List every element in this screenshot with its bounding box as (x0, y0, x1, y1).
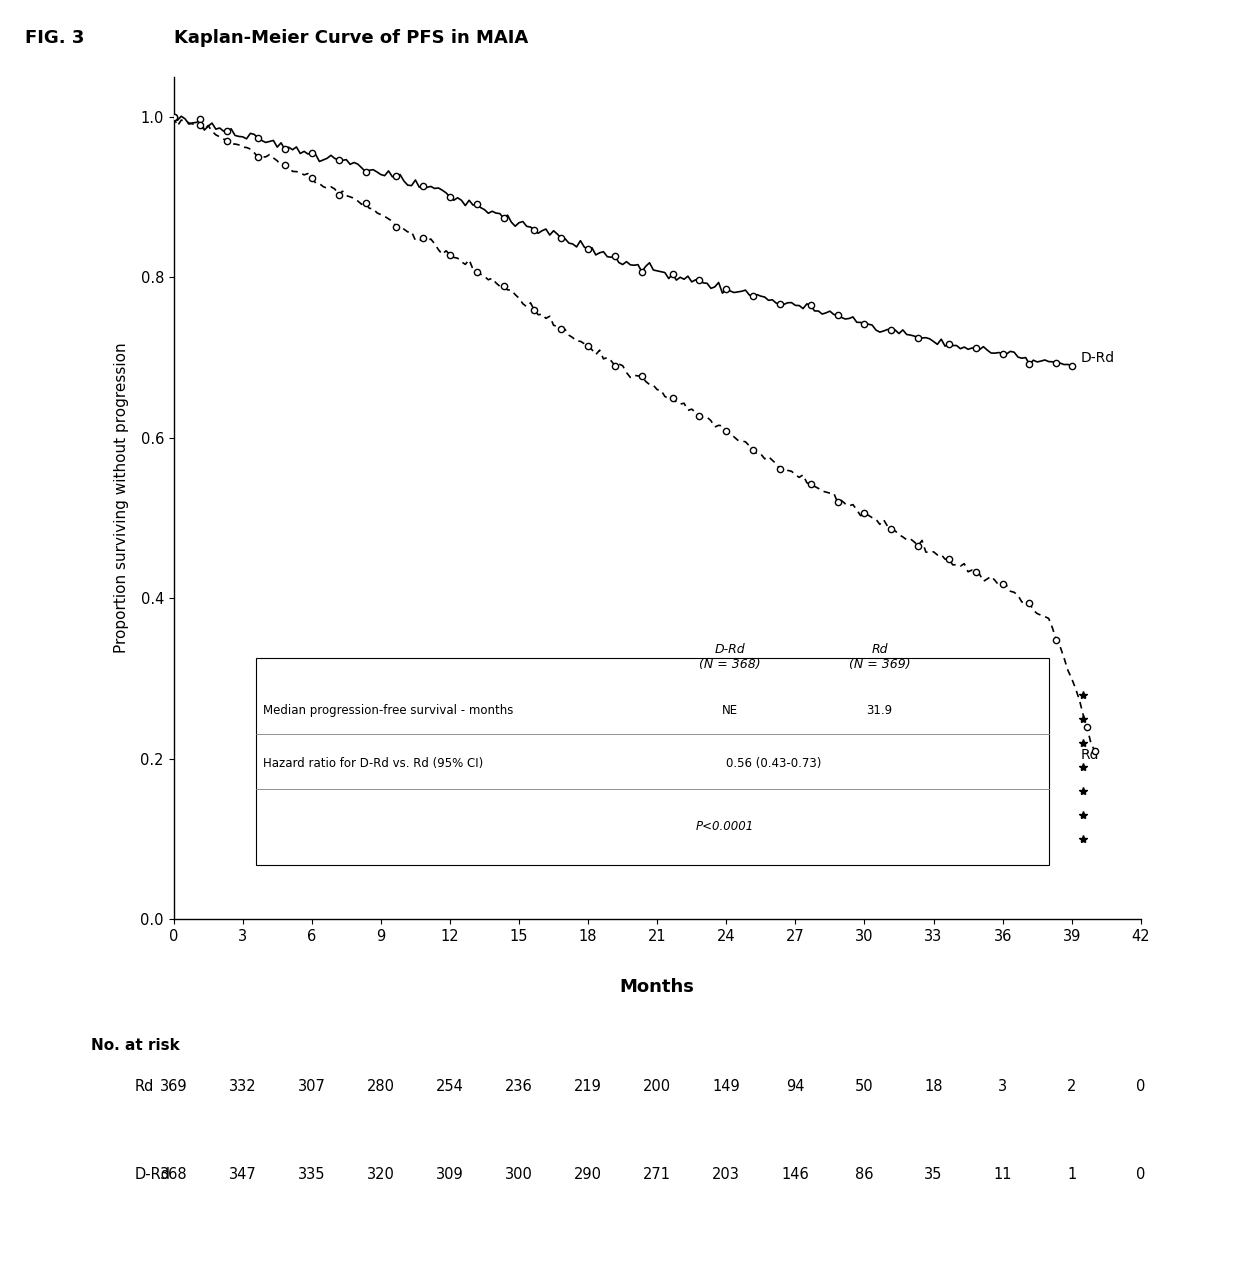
Text: 0.56 (0.43-0.73): 0.56 (0.43-0.73) (725, 757, 821, 770)
Text: Rd: Rd (1081, 748, 1100, 762)
Text: 347: 347 (229, 1167, 257, 1183)
Text: 300: 300 (505, 1167, 533, 1183)
Text: 368: 368 (160, 1167, 187, 1183)
Text: 1: 1 (1068, 1167, 1076, 1183)
Text: P<0.0001: P<0.0001 (696, 820, 754, 833)
Text: 290: 290 (574, 1167, 603, 1183)
Text: 219: 219 (574, 1079, 603, 1094)
Bar (255, 658, 1049, 865)
Text: 146: 146 (781, 1167, 810, 1183)
Text: 309: 309 (436, 1167, 464, 1183)
Y-axis label: Proportion surviving without progression: Proportion surviving without progression (114, 342, 129, 654)
Text: 35: 35 (924, 1167, 942, 1183)
Text: Rd: Rd (135, 1079, 154, 1094)
Text: 11: 11 (993, 1167, 1012, 1183)
Text: D-Rd: D-Rd (135, 1167, 171, 1183)
Text: Median progression-free survival - months: Median progression-free survival - month… (263, 704, 513, 716)
Text: Rd
(N = 369): Rd (N = 369) (849, 642, 910, 670)
Text: 0: 0 (1136, 1167, 1146, 1183)
Text: 2: 2 (1068, 1079, 1076, 1094)
Text: 200: 200 (644, 1079, 671, 1094)
Text: NE: NE (722, 704, 738, 716)
Text: 149: 149 (713, 1079, 740, 1094)
Text: Months: Months (620, 978, 694, 996)
Text: 254: 254 (436, 1079, 464, 1094)
Text: No. at risk: No. at risk (92, 1038, 180, 1054)
Text: Kaplan-Meier Curve of PFS in MAIA: Kaplan-Meier Curve of PFS in MAIA (174, 29, 528, 47)
Text: D-Rd: D-Rd (1081, 351, 1115, 364)
Text: 271: 271 (644, 1167, 671, 1183)
Text: 280: 280 (367, 1079, 394, 1094)
Text: D-Rd
(N = 368): D-Rd (N = 368) (699, 642, 760, 670)
Text: 50: 50 (856, 1079, 874, 1094)
Text: 332: 332 (229, 1079, 257, 1094)
Text: 203: 203 (712, 1167, 740, 1183)
Text: 369: 369 (160, 1079, 187, 1094)
Text: 86: 86 (856, 1167, 874, 1183)
Text: 0: 0 (1136, 1079, 1146, 1094)
Text: Hazard ratio for D-Rd vs. Rd (95% CI): Hazard ratio for D-Rd vs. Rd (95% CI) (263, 757, 482, 770)
Text: 31.9: 31.9 (867, 704, 893, 716)
Text: 335: 335 (298, 1167, 326, 1183)
Text: 94: 94 (786, 1079, 805, 1094)
Text: 3: 3 (998, 1079, 1007, 1094)
Text: 307: 307 (298, 1079, 326, 1094)
Text: 18: 18 (924, 1079, 942, 1094)
Text: FIG. 3: FIG. 3 (25, 29, 84, 47)
Text: 236: 236 (505, 1079, 533, 1094)
Text: 320: 320 (367, 1167, 394, 1183)
